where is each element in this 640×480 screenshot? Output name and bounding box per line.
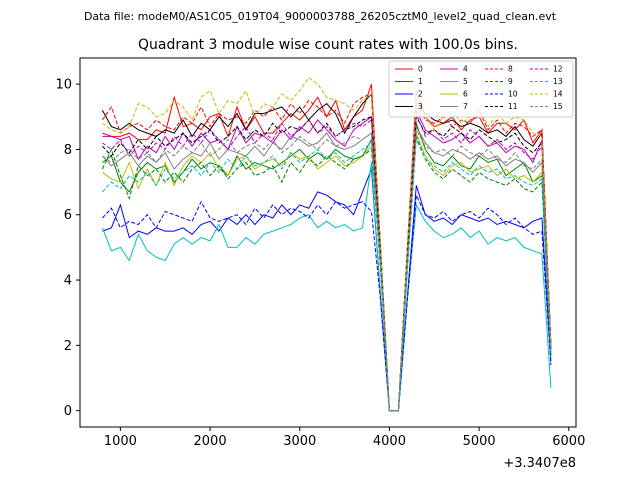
legend-label-12: 12 — [553, 65, 563, 74]
x-axis: 1000 2000 3000 4000 5000 6000 — [104, 427, 585, 449]
legend-label-3: 3 — [418, 102, 423, 111]
x-tick-label: 2000 — [194, 434, 227, 449]
series-line-3 — [101, 92, 552, 412]
series-line-13 — [102, 139, 552, 412]
legend-label-5: 5 — [463, 77, 468, 86]
legend-label-2: 2 — [418, 90, 423, 99]
x-tick-label: 4000 — [373, 434, 406, 449]
series-line-15 — [102, 128, 552, 412]
chart-title: Quadrant 3 module wise count rates with … — [138, 37, 518, 53]
x-tick-label: 3000 — [283, 434, 316, 449]
y-tick-label: 6 — [64, 208, 72, 223]
series-line-9 — [101, 136, 552, 412]
legend-label-14: 14 — [553, 90, 563, 99]
y-tick-label: 8 — [64, 143, 72, 158]
series-line-12 — [102, 113, 552, 412]
y-tick-label: 10 — [55, 78, 72, 93]
series-line-1 — [102, 123, 552, 412]
legend-label-6: 6 — [463, 90, 468, 99]
y-tick-label: 0 — [64, 404, 72, 419]
legend-label-0: 0 — [418, 65, 423, 74]
legend-box — [388, 60, 574, 118]
plot-frame — [79, 57, 577, 428]
legend-label-4: 4 — [463, 65, 468, 74]
legend-label-7: 7 — [463, 102, 468, 111]
series-line-14 — [102, 76, 552, 412]
x-tick-label: 6000 — [552, 434, 585, 449]
y-tick-label: 2 — [64, 339, 72, 354]
x-offset-label: +3.3407e8 — [503, 456, 576, 471]
y-axis: 0 2 4 6 8 10 — [55, 78, 80, 419]
legend-label-10: 10 — [508, 90, 518, 99]
series-line-2 — [102, 168, 552, 412]
series-line-11 — [102, 115, 552, 412]
legend-label-8: 8 — [508, 65, 513, 74]
x-tick-label: 5000 — [463, 434, 496, 449]
legend-label-15: 15 — [553, 102, 563, 111]
legend-label-9: 9 — [508, 77, 513, 86]
legend-label-11: 11 — [508, 102, 518, 111]
series-layer — [101, 76, 552, 412]
x-tick-label: 1000 — [104, 434, 137, 449]
figure-suptitle: Data file: modeM0/AS1C05_019T04_90000037… — [84, 10, 557, 23]
series-line-4 — [102, 109, 552, 412]
y-tick-label: 4 — [64, 274, 72, 289]
legend-label-1: 1 — [418, 77, 423, 86]
legend-label-13: 13 — [553, 77, 563, 86]
series-line-5 — [101, 162, 552, 412]
series-line-6 — [102, 132, 552, 412]
series-line-10 — [102, 193, 552, 412]
series-line-8 — [101, 93, 552, 412]
